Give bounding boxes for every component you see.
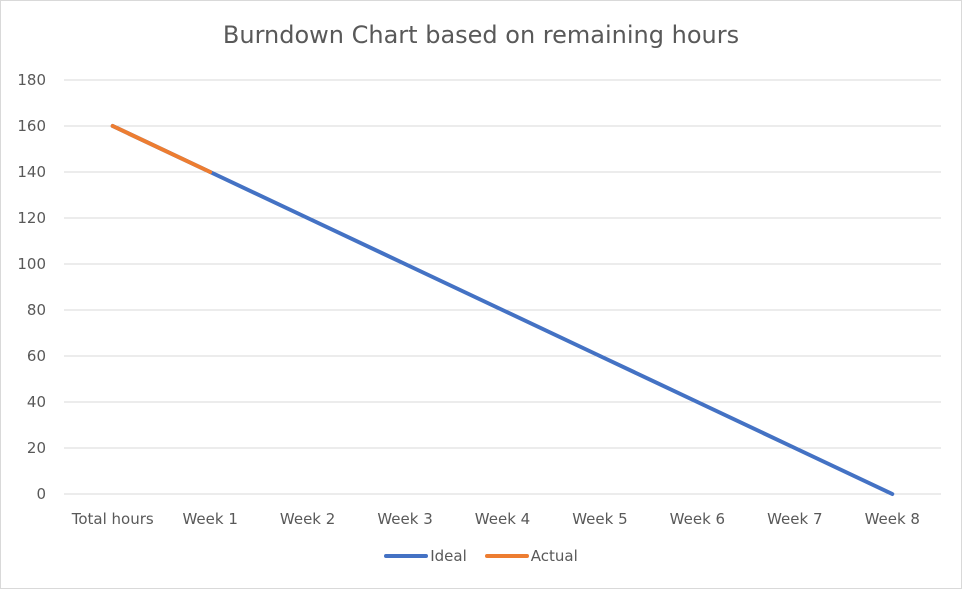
legend-label-ideal: Ideal (430, 547, 467, 565)
legend-swatch-actual (484, 554, 529, 558)
x-tick-label: Week 2 (280, 510, 335, 528)
y-tick-label: 60 (27, 347, 46, 365)
legend-item-actual: Actual (484, 547, 578, 565)
y-tick-label: 20 (27, 439, 46, 457)
y-tick-label: 40 (27, 393, 46, 411)
x-tick-label: Week 7 (767, 510, 822, 528)
y-tick-label: 80 (27, 301, 46, 319)
y-tick-label: 100 (17, 255, 46, 273)
x-tick-label: Week 5 (572, 510, 627, 528)
series-lines (110, 124, 895, 496)
gridlines (64, 79, 941, 495)
legend-label-actual: Actual (530, 547, 578, 565)
y-tick-label: 0 (36, 485, 46, 503)
legend-item-ideal: Ideal (384, 547, 467, 565)
x-tick-label: Week 4 (475, 510, 530, 528)
x-tick-label: Week 6 (670, 510, 725, 528)
y-tick-label: 140 (17, 163, 46, 181)
x-tick-label: Total hours (71, 510, 154, 528)
x-tick-label: Week 3 (377, 510, 432, 528)
x-tick-label: Week 8 (865, 510, 920, 528)
chart-title: Burndown Chart based on remaining hours (222, 21, 740, 49)
y-tick-label: 120 (17, 209, 46, 227)
y-axis-ticks: 0 20 40 60 80 100 120 140 160 180 (17, 71, 46, 503)
y-tick-label: 160 (17, 117, 46, 135)
series-line-actual (110, 124, 213, 174)
legend-swatch-ideal (384, 554, 429, 558)
x-tick-label: Week 1 (182, 510, 237, 528)
x-axis-ticks: Total hours Week 1 Week 2 Week 3 Week 4 Week … (71, 510, 920, 528)
legend: Ideal Actual (1, 547, 961, 565)
y-tick-label: 180 (17, 71, 46, 89)
